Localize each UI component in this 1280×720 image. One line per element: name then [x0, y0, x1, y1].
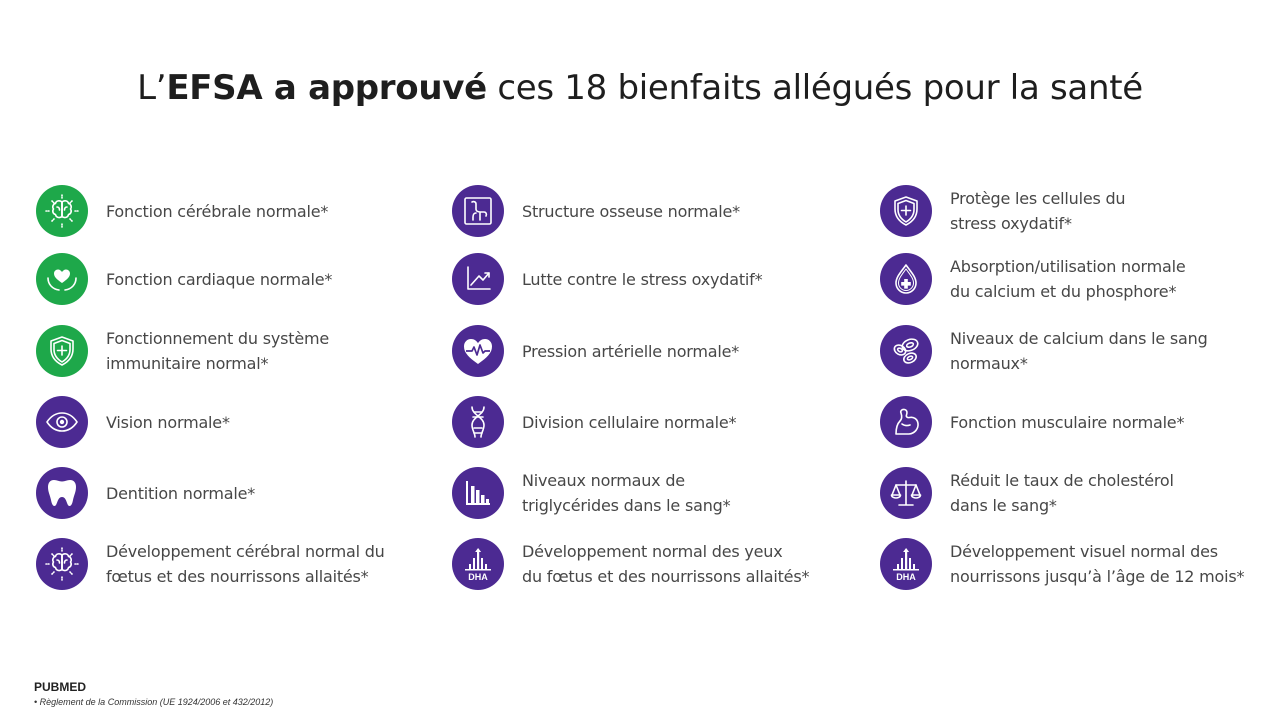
dha-text: DHA — [896, 572, 916, 582]
benefit-item: Niveaux normaux de triglycérides dans le… — [452, 467, 731, 519]
title-bold: EFSA a approuvé — [166, 68, 487, 108]
title-prefix: L’ — [137, 68, 167, 108]
benefit-label: Développement cérébral normal du fœtus e… — [106, 542, 385, 586]
benefit-label: Absorption/utilisation normale du calciu… — [950, 257, 1186, 301]
drop-plus-icon — [880, 253, 932, 305]
heartbeat-icon — [452, 325, 504, 377]
benefit-label: Division cellulaire normale* — [522, 412, 737, 432]
benefit-label: Niveaux de calcium dans le sang normaux* — [950, 329, 1208, 373]
shield-plus-icon — [36, 325, 88, 377]
brain-icon — [36, 538, 88, 590]
benefit-item: Pression artérielle normale* — [452, 325, 739, 377]
heart-hands-icon — [36, 253, 88, 305]
blood-cells-icon — [880, 325, 932, 377]
benefit-item: Réduit le taux de cholestérol dans le sa… — [880, 467, 1174, 519]
benefit-item: Fonction musculaire normale* — [880, 396, 1184, 448]
benefit-item: Absorption/utilisation normale du calciu… — [880, 253, 1186, 305]
dha-icon: DHA — [880, 538, 932, 590]
benefit-item: Protège les cellules du stress oxydatif* — [880, 185, 1126, 237]
brain-icon — [36, 185, 88, 237]
benefit-item: Niveaux de calcium dans le sang normaux* — [880, 325, 1208, 377]
footer-source: PUBMED — [34, 680, 87, 694]
bone-joint-icon — [452, 185, 504, 237]
scale-icon — [880, 467, 932, 519]
benefit-label: Fonction cérébrale normale* — [106, 201, 329, 221]
benefit-item: Fonction cérébrale normale* — [36, 185, 328, 237]
page-title: L’EFSA a approuvé ces 18 bienfaits allég… — [0, 68, 1280, 108]
dha-text: DHA — [468, 572, 488, 582]
benefit-item: Structure osseuse normale* — [452, 185, 740, 237]
benefit-item: Fonction cardiaque normale* — [36, 253, 332, 305]
benefit-label: Lutte contre le stress oxydatif* — [522, 269, 763, 289]
benefit-label: Réduit le taux de cholestérol dans le sa… — [950, 471, 1174, 515]
benefit-item: Fonctionnement du système immunitaire no… — [36, 325, 329, 377]
benefit-label: Structure osseuse normale* — [522, 201, 740, 221]
dna-icon — [452, 396, 504, 448]
dha-icon: DHA — [452, 538, 504, 590]
benefit-item: Développement cérébral normal du fœtus e… — [36, 538, 385, 590]
benefit-item: DHA Développement visuel normal des nourr… — [880, 538, 1245, 590]
benefit-label: Fonctionnement du système immunitaire no… — [106, 329, 329, 373]
title-rest: ces 18 bienfaits allégués pour la santé — [486, 68, 1143, 108]
benefit-label: Protège les cellules du stress oxydatif* — [950, 189, 1126, 233]
benefit-label: Fonction cardiaque normale* — [106, 269, 333, 289]
benefit-item: DHA Développement normal des yeux du fœtu… — [452, 538, 809, 590]
benefit-item: Lutte contre le stress oxydatif* — [452, 253, 763, 305]
footer-note: • Règlement de la Commission (UE 1924/20… — [34, 697, 274, 707]
trend-chart-icon — [452, 253, 504, 305]
benefit-item: Dentition normale* — [36, 467, 255, 519]
benefit-label: Pression artérielle normale* — [522, 341, 740, 361]
shield-plus-icon — [880, 185, 932, 237]
benefit-label: Niveaux normaux de triglycérides dans le… — [522, 471, 731, 515]
eye-icon — [36, 396, 88, 448]
bar-chart-icon — [452, 467, 504, 519]
benefit-label: Développement visuel normal des nourriss… — [950, 542, 1245, 586]
benefit-label: Développement normal des yeux du fœtus e… — [522, 542, 810, 586]
benefit-item: Vision normale* — [36, 396, 230, 448]
benefit-label: Fonction musculaire normale* — [950, 412, 1185, 432]
benefit-label: Vision normale* — [106, 412, 230, 432]
muscle-icon — [880, 396, 932, 448]
benefit-label: Dentition normale* — [106, 483, 256, 503]
benefit-item: Division cellulaire normale* — [452, 396, 737, 448]
tooth-icon — [36, 467, 88, 519]
